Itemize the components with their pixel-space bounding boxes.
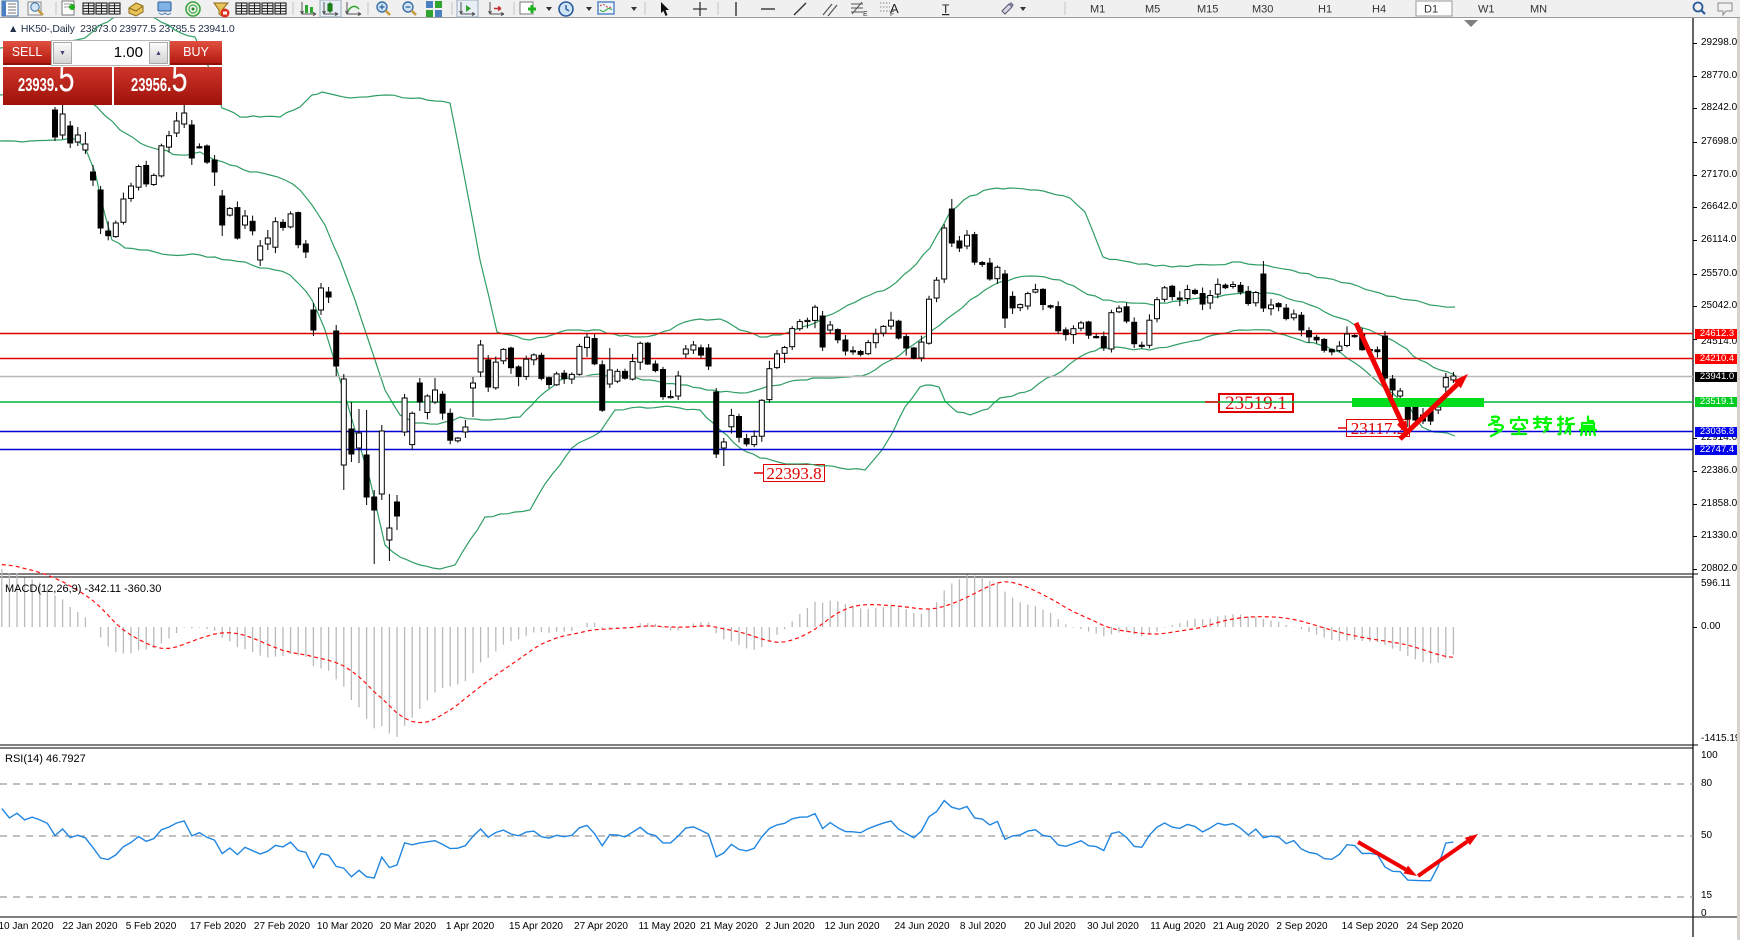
svg-text:H1: H1 <box>1318 4 1332 16</box>
svg-text:M30: M30 <box>1252 4 1273 16</box>
svg-text:E: E <box>863 11 868 18</box>
svg-text:H4: H4 <box>1372 4 1386 16</box>
svg-text:MN: MN <box>1530 4 1547 16</box>
svg-text:F: F <box>890 11 894 18</box>
svg-text:D1: D1 <box>1424 4 1438 16</box>
svg-text:T: T <box>942 2 950 16</box>
svg-text:W1: W1 <box>1478 4 1495 16</box>
svg-text:M1: M1 <box>1090 4 1105 16</box>
svg-text:A: A <box>890 1 899 16</box>
svg-text:M5: M5 <box>1145 4 1160 16</box>
svg-text:M15: M15 <box>1197 4 1218 16</box>
